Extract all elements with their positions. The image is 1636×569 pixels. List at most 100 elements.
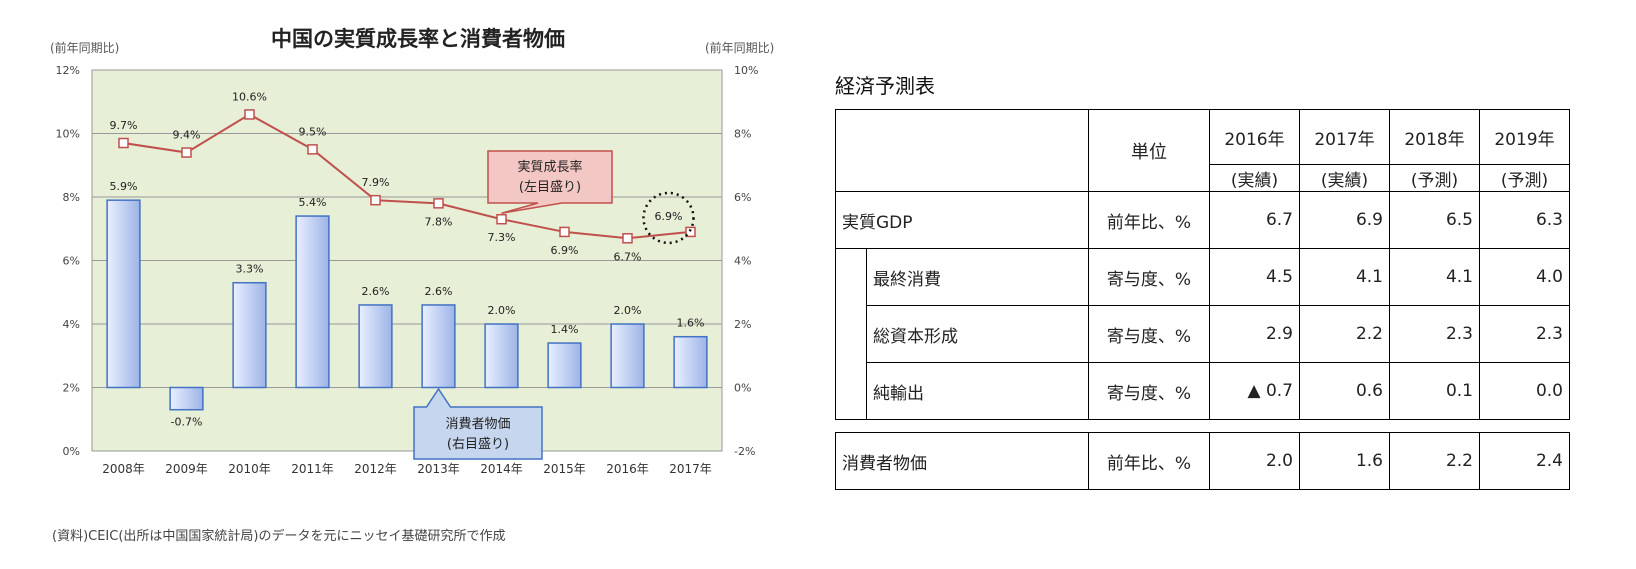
right-tick-label: 6% bbox=[734, 191, 751, 204]
year-type: (予測) bbox=[1479, 164, 1570, 192]
table-cell: 2.2 bbox=[1389, 432, 1480, 490]
growth-data-label: 9.5% bbox=[299, 125, 327, 138]
row-unit: 寄与度、% bbox=[1088, 362, 1210, 420]
growth-data-label: 9.7% bbox=[110, 119, 138, 132]
forecast-table-title: 経済予測表 bbox=[835, 74, 935, 98]
left-tick-label: 8% bbox=[63, 191, 80, 204]
cpi-bar bbox=[484, 323, 519, 389]
cpi-bar bbox=[232, 281, 267, 389]
right-tick-label: -2% bbox=[734, 445, 755, 458]
growth-callout-axis: (左目盛り) bbox=[519, 180, 581, 195]
row-unit: 寄与度、% bbox=[1088, 305, 1210, 363]
cpi-bar bbox=[295, 215, 330, 389]
table-cell: 0.1 bbox=[1389, 362, 1480, 420]
right-tick-label: 4% bbox=[734, 255, 751, 268]
cpi-data-label: 5.4% bbox=[299, 196, 327, 209]
cpi-bar bbox=[169, 386, 204, 411]
growth-data-label: 6.9% bbox=[551, 244, 579, 257]
unit-header: 単位 bbox=[1088, 109, 1210, 192]
table-cell: 6.7 bbox=[1209, 191, 1300, 249]
row-unit: 前年比、% bbox=[1088, 432, 1210, 490]
row-label: 消費者物価 bbox=[835, 432, 1089, 490]
table-cell: 4.0 bbox=[1479, 248, 1570, 306]
cpi-data-label: 5.9% bbox=[110, 180, 138, 193]
header-blank-cell bbox=[835, 109, 1089, 192]
chart-source-note: (資料)CEIC(出所は中国国家統計局)のデータを元にニッセイ基礎研究所で作成 bbox=[52, 528, 506, 544]
table-spacer bbox=[835, 419, 1570, 433]
table-row-capital: 総資本形成 寄与度、% 2.9 2.2 2.3 2.3 bbox=[835, 305, 1570, 363]
cpi-bar bbox=[106, 199, 141, 389]
left-tick-label: 10% bbox=[56, 128, 80, 141]
table-cell: 6.9 bbox=[1299, 191, 1390, 249]
growth-callout-title: 実質成長率 bbox=[517, 159, 582, 175]
table-cell: 6.3 bbox=[1479, 191, 1570, 249]
growth-data-label: 7.8% bbox=[425, 215, 453, 228]
year-header: 2017年 bbox=[1299, 109, 1390, 165]
cpi-data-label: -0.7% bbox=[171, 416, 203, 429]
left-tick-label: 0% bbox=[63, 445, 80, 458]
x-tick-label: 2011年 bbox=[291, 462, 334, 476]
right-tick-label: 10% bbox=[734, 64, 758, 77]
highlight-circle bbox=[642, 191, 695, 245]
left-tick-label: 2% bbox=[63, 382, 80, 395]
table-row-cpi: 消費者物価 前年比、% 2.0 1.6 2.2 2.4 bbox=[835, 432, 1570, 490]
right-axis-label: (前年同期比) bbox=[705, 40, 774, 55]
year-header: 2018年 bbox=[1389, 109, 1480, 165]
table-cell: 2.0 bbox=[1209, 432, 1300, 490]
row-label: 実質GDP bbox=[835, 191, 1089, 249]
table-header-row: 単位 2016年 2017年 2018年 2019年 bbox=[835, 109, 1570, 192]
table-cell: 4.1 bbox=[1299, 248, 1390, 306]
cpi-bar bbox=[421, 304, 456, 389]
cpi-bar bbox=[673, 335, 708, 389]
table-cell: 2.3 bbox=[1479, 305, 1570, 363]
growth-data-label: 6.7% bbox=[614, 250, 642, 263]
growth-data-label: 6.9% bbox=[655, 210, 683, 223]
cpi-data-label: 2.0% bbox=[488, 304, 516, 317]
x-tick-label: 2016年 bbox=[606, 462, 649, 476]
growth-point bbox=[118, 137, 129, 149]
growth-point bbox=[307, 144, 318, 155]
table-cell: 2.2 bbox=[1299, 305, 1390, 363]
cpi-data-label: 2.0% bbox=[614, 304, 642, 317]
chart-title: 中国の実質成長率と消費者物価 bbox=[271, 27, 565, 51]
spacer-cell bbox=[835, 419, 1570, 433]
table-cell: 6.5 bbox=[1389, 191, 1480, 249]
row-label: 純輸出 bbox=[866, 362, 1089, 420]
table-row-consumption: 最終消費 寄与度、% 4.5 4.1 4.1 4.0 bbox=[835, 248, 1570, 306]
cpi-data-label: 1.6% bbox=[677, 317, 705, 330]
right-tick-label: 0% bbox=[734, 382, 751, 395]
cpi-callout-box bbox=[413, 387, 543, 460]
growth-point bbox=[370, 194, 381, 206]
right-tick-label: 2% bbox=[734, 318, 751, 331]
growth-cpi-chart: 0% -2% 2% 0% 4% 2% 6% 4% 8% 6% 10% 8% 12% 10% 2008年 200… bbox=[50, 27, 774, 544]
table-cell: 1.6 bbox=[1299, 432, 1390, 490]
cpi-data-label: 3.3% bbox=[236, 263, 264, 276]
right-tick-label: 8% bbox=[734, 128, 751, 141]
growth-point bbox=[181, 147, 192, 158]
x-tick-label: 2017年 bbox=[669, 462, 712, 476]
x-tick-label: 2015年 bbox=[543, 462, 586, 476]
x-tick-label: 2013年 bbox=[417, 462, 460, 476]
growth-point bbox=[685, 226, 696, 238]
cpi-bar bbox=[358, 304, 393, 389]
table-cell: 4.5 bbox=[1209, 248, 1300, 306]
row-label: 総資本形成 bbox=[866, 305, 1089, 363]
table-row-net-exports: 純輸出 寄与度、% ▲ 0.7 0.6 0.1 0.0 bbox=[835, 362, 1570, 420]
year-type: (実績) bbox=[1299, 164, 1390, 192]
year-header: 2019年 bbox=[1479, 109, 1570, 165]
year-header: 2016年 bbox=[1209, 109, 1300, 165]
growth-line bbox=[123, 113, 691, 240]
table-cell: ▲ 0.7 bbox=[1209, 362, 1300, 420]
table-cell: 4.1 bbox=[1389, 248, 1480, 306]
table-row-gdp: 実質GDP 前年比、% 6.7 6.9 6.5 6.3 bbox=[835, 191, 1570, 249]
cpi-data-label: 1.4% bbox=[551, 323, 579, 336]
growth-point bbox=[496, 213, 507, 225]
left-tick-label: 12% bbox=[56, 64, 80, 77]
row-unit: 前年比、% bbox=[1088, 191, 1210, 249]
x-tick-label: 2008年 bbox=[102, 462, 145, 476]
forecast-table: 単位 2016年 2017年 2018年 2019年 (実績) (実績) (予測… bbox=[835, 109, 1570, 490]
year-type: (実績) bbox=[1209, 164, 1300, 192]
table-cell: 2.9 bbox=[1209, 305, 1300, 363]
growth-point bbox=[244, 109, 255, 120]
growth-point bbox=[622, 233, 633, 244]
